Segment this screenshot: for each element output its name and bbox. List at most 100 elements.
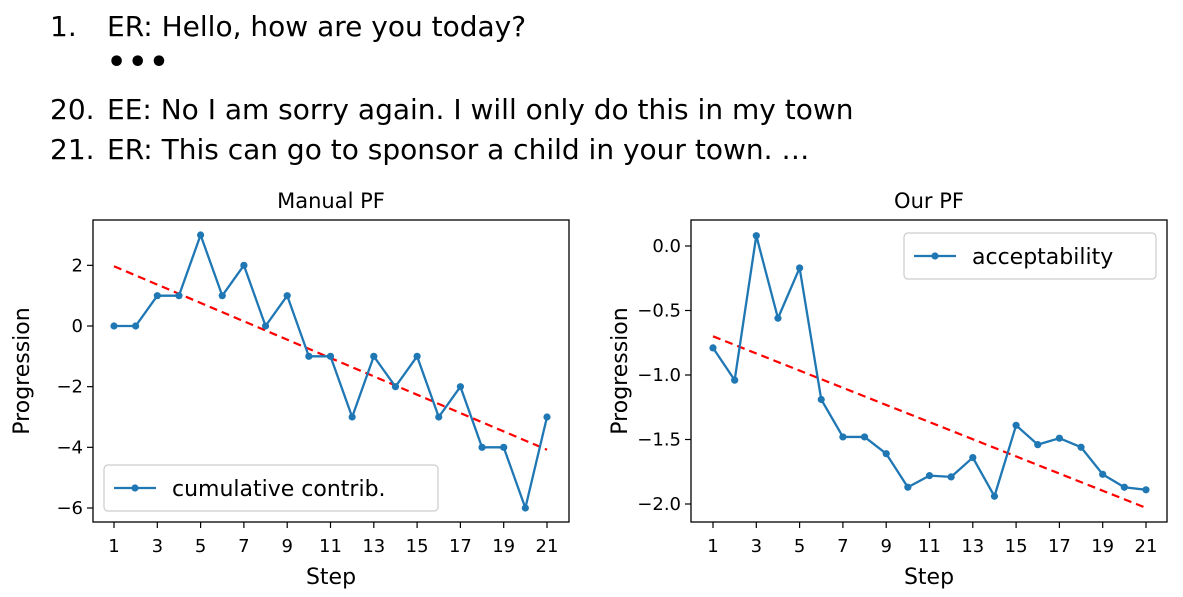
data-point: [1034, 441, 1042, 449]
data-point: [500, 443, 508, 451]
x-tick-label: 13: [961, 536, 984, 557]
data-point: [1077, 443, 1085, 451]
legend-label: acceptability: [972, 245, 1113, 270]
y-tick-label: −1.0: [637, 365, 681, 386]
data-point: [153, 292, 161, 300]
data-point: [774, 314, 782, 322]
data-point: [1142, 486, 1150, 494]
data-point: [543, 413, 551, 421]
data-point: [990, 492, 999, 500]
y-axis-label: Progression: [10, 307, 35, 434]
x-tick-label: 5: [794, 536, 805, 557]
y-axis-label: Progression: [608, 307, 633, 434]
line-text: EE: No I am sorry again. I will only do …: [107, 93, 854, 126]
y-tick-label: −1.5: [637, 430, 681, 451]
y-tick-label: −4: [56, 437, 83, 458]
plot-frame: [690, 219, 1168, 523]
legend: acceptability: [903, 232, 1157, 280]
x-tick-label: 7: [837, 536, 848, 557]
legend-marker: [131, 484, 139, 492]
data-point: [218, 292, 226, 300]
x-tick-label: 21: [1135, 536, 1158, 557]
x-tick-label: 15: [1005, 536, 1028, 557]
y-tick-label: −2: [56, 377, 83, 398]
x-tick-label: 15: [406, 536, 429, 557]
data-point: [904, 483, 912, 491]
data-point: [435, 413, 443, 421]
data-point: [413, 352, 421, 360]
line-text: ER: This can go to sponsor a child in yo…: [107, 133, 810, 166]
line-text: ER: Hello, how are you today?: [107, 10, 527, 43]
data-point: [882, 450, 890, 458]
data-point: [391, 383, 400, 391]
x-tick-label: 13: [362, 536, 385, 557]
y-tick-label: 0: [72, 316, 83, 337]
x-tick-label: 3: [152, 536, 163, 557]
data-point: [456, 383, 464, 391]
data-point: [947, 473, 955, 481]
y-tick-label: 2: [72, 255, 83, 276]
dialogue-excerpt: 1. ER: Hello, how are you today? ••• 20.…: [0, 0, 1183, 180]
plot-frame: [92, 219, 570, 523]
data-point: [348, 413, 356, 421]
data-point: [860, 433, 869, 441]
data-point: [326, 352, 335, 360]
data-point: [261, 322, 270, 330]
x-tick-label: 17: [1048, 536, 1071, 557]
line-number: 20.: [50, 93, 95, 126]
x-tick-label: 9: [281, 536, 292, 557]
data-point: [305, 352, 313, 360]
legend-marker: [931, 252, 939, 260]
data-point: [969, 453, 977, 462]
x-tick-label: 11: [319, 536, 342, 557]
chart-panel-2: Our PF1 3 5 7 9 11 13 15 17 19 210.0−0.5−1.0−1.5−2…: [608, 189, 1168, 590]
data-point: [110, 322, 118, 330]
x-tick-label: 1: [108, 536, 119, 557]
chart-panel-1: Manual PF1 3 5 7 9 11 13 15 17 19 2120−2−4−6StepPr…: [10, 189, 570, 590]
x-tick-label: 1: [707, 536, 718, 557]
data-point: [478, 443, 486, 451]
x-tick-label: 9: [880, 536, 891, 557]
data-point: [370, 352, 378, 360]
data-point: [1099, 470, 1107, 478]
chart-title: Our PF: [894, 189, 964, 213]
data-point: [521, 504, 529, 512]
data-point: [1055, 434, 1063, 442]
x-tick-label: 17: [449, 536, 472, 557]
chart-title: Manual PF: [277, 189, 385, 213]
data-point: [132, 322, 140, 330]
x-tick-label: 21: [536, 536, 559, 557]
x-axis-label: Step: [306, 565, 356, 590]
x-tick-label: 19: [1091, 536, 1114, 557]
trend-line: [712, 335, 1147, 509]
x-tick-label: 3: [751, 536, 762, 557]
x-tick-label: 5: [195, 536, 206, 557]
data-point: [839, 433, 847, 441]
y-tick-label: −6: [56, 498, 83, 519]
ellipsis: •••: [107, 45, 171, 80]
data-point: [1120, 483, 1128, 491]
line-number: 21.: [50, 133, 95, 166]
x-tick-label: 7: [238, 536, 249, 557]
y-tick-label: −0.5: [637, 301, 681, 322]
legend-box: [103, 464, 439, 512]
legend-label: cumulative contrib.: [172, 477, 386, 502]
y-tick-label: −2.0: [637, 494, 681, 515]
data-point: [197, 231, 205, 239]
data-point: [709, 344, 717, 352]
data-point: [925, 472, 934, 480]
line-number: 1.: [50, 10, 77, 43]
data-point: [175, 292, 183, 300]
data-point: [817, 395, 825, 404]
legend-box: [903, 232, 1157, 280]
x-axis-label: Step: [904, 565, 954, 590]
data-point: [283, 292, 291, 300]
data-point: [240, 261, 248, 269]
data-point: [796, 264, 804, 272]
x-tick-label: 19: [492, 536, 515, 557]
data-point: [1012, 421, 1020, 429]
data-point: [731, 376, 739, 384]
x-tick-label: 11: [918, 536, 941, 557]
data-point: [752, 232, 760, 240]
